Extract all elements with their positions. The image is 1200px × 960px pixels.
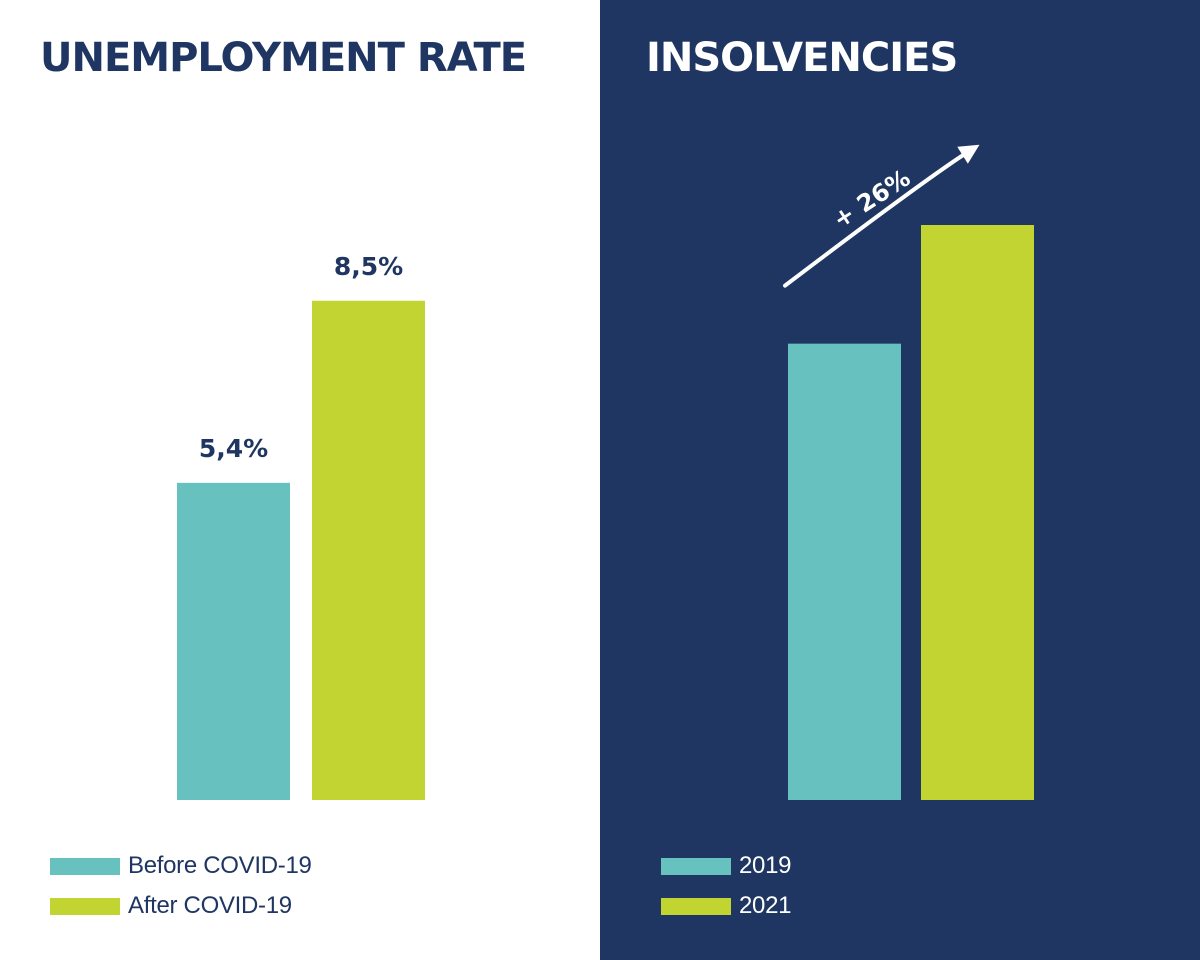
legend-item-2021: 2021 [661,886,792,926]
legend-swatch-2021 [661,897,731,915]
insolvencies-bar-chart: + 26% [783,144,1034,800]
legend-label-after-covid: After COVID-19 [128,892,292,919]
unemployment-panel: UNEMPLOYMENT RATE 5,4% 8,5% Before COVID-… [40,35,528,926]
legend-item-2019: 2019 [661,846,792,886]
unemployment-chart-title: UNEMPLOYMENT RATE [40,35,527,81]
legend-item-after-covid: After COVID-19 [50,886,312,926]
insolvencies-chart-title: INSOLVENCIES [646,35,958,81]
legend-swatch-2019 [661,857,731,875]
data-label-after-covid-19: 8,5% [334,252,403,281]
unemployment-legend: Before COVID-19 After COVID-19 [50,846,312,926]
data-label-before-covid-19: 5,4% [199,434,268,463]
insolvencies-panel: INSOLVENCIES + 26% 2019 2021 [600,0,1200,960]
growth-arrow [783,144,980,288]
bar-before-covid-19 [177,482,290,800]
legend-label-2021: 2021 [739,892,792,919]
legend-item-before-covid: Before COVID-19 [50,846,312,886]
bar-after-covid-19 [312,300,425,800]
bar-2021 [921,225,1034,800]
bar-2019 [788,343,901,800]
insolvencies-legend: 2019 2021 [661,846,792,926]
legend-swatch-after-covid [50,897,120,915]
legend-swatch-before-covid [50,857,120,875]
legend-label-before-covid: Before COVID-19 [128,852,312,879]
legend-label-2019: 2019 [739,852,792,879]
unemployment-bar-chart: 5,4% 8,5% [177,252,425,800]
